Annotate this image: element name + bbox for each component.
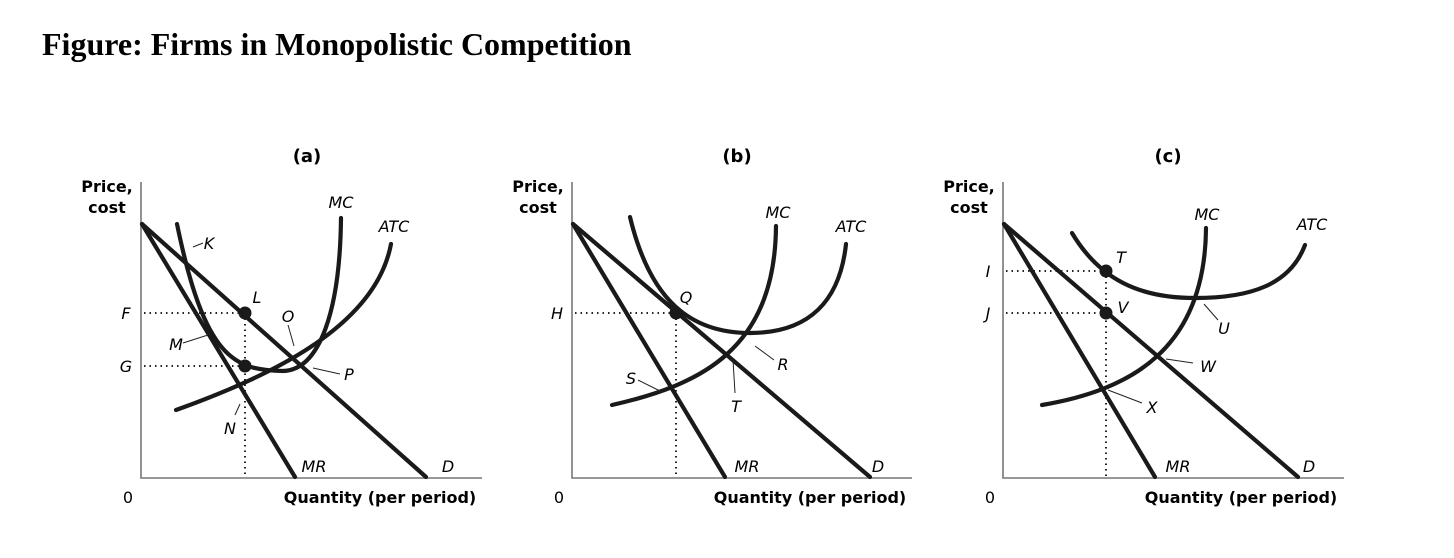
panel-a-axes [140,182,482,479]
panel-a-point-label-n: N [224,419,236,438]
panel-b-x-axis: Quantity (per period) [714,488,906,507]
panel-a-demand-curve [139,221,429,480]
panel-c-origin: 0 [985,488,995,507]
panel-a-leader-o [287,324,295,347]
panel-b-y-axis-line2: cost [519,198,557,217]
figure-title: Figure: Firms in Monopolistic Competitio… [42,26,632,62]
panel-c-demand-curve [1001,221,1301,480]
panel-c-price-j: J [983,304,991,323]
panel-b-axes [571,182,912,479]
panel-b-mr-label: MR [735,457,760,476]
panel-b-mr-curve [570,221,728,480]
panel-c-point-v [1099,306,1113,320]
panel-c-mc-label: MC [1195,205,1221,224]
panel-a-d-label: D [442,457,454,476]
panel-b-mc-label: MC [766,203,792,222]
panel-c-y-axis-line1: Price, [943,177,995,196]
panel-c-leader-x [1107,389,1143,404]
panel-b-point-q [669,306,683,320]
panel-c-mc-curve [1039,225,1209,408]
panel-b-origin: 0 [554,488,564,507]
panel-b: (b) Price, cost 0 Quantity (per period) … [512,146,912,507]
panel-a-atc-curve [173,241,394,413]
panel-c-point-label-v: V [1118,298,1130,317]
panel-b-point-label-t: T [731,397,742,416]
panel-c-point-label-t: T [1116,248,1127,267]
panel-a-point-label-k: K [204,234,216,253]
panel-a-origin: 0 [123,488,133,507]
panel-c-point-label-x: X [1146,398,1159,417]
panel-b-y-axis-line1: Price, [512,177,564,196]
panel-a-point-label-p: P [344,365,354,384]
panel-a-mc-curve [174,215,344,374]
panel-a: (a) Price, cost 0 Quantity (per period) … [81,146,482,507]
panel-a-mr-curve [139,221,298,480]
panel-b-atc-label: ATC [835,217,868,236]
panel-c-mr-label: MR [1166,457,1191,476]
panel-a-mr-label: MR [302,457,327,476]
panel-a-y-axis-line1: Price, [81,177,133,196]
panel-a-atc-label: ATC [378,217,411,236]
panel-c-point-t [1099,264,1113,278]
panel-a-y-axis-line2: cost [88,198,126,217]
panel-c-point-label-u: U [1218,319,1230,338]
panel-b-leader-r [754,345,775,361]
panel-b-atc-curve [627,214,849,336]
panel-b-point-label-q: Q [680,288,693,307]
panel-c: (c) Price, cost 0 Quantity (per period) … [943,146,1344,507]
panel-a-point-label-m: M [169,335,183,354]
panel-b-demand-curve [570,221,873,480]
panel-c-d-label: D [1303,457,1315,476]
panel-b-d-label: D [872,457,884,476]
panel-a-leader-p [312,367,341,375]
panel-c-price-i: I [986,262,991,281]
panel-a-point-label-l: L [253,288,262,307]
panel-a-point-l [238,306,252,320]
panel-a-point-m [238,359,252,373]
panel-a-leader-m [182,334,209,344]
panel-a-leader-k [192,242,204,248]
panel-b-point-label-s: S [626,369,636,388]
panel-a-x-axis: Quantity (per period) [284,488,476,507]
panel-c-mr-curve [1001,221,1158,480]
panel-c-y-axis-line2: cost [950,198,988,217]
panel-a-price-g: G [120,357,132,376]
panel-c-point-label-w: W [1200,357,1217,376]
panel-b-leader-s [637,379,663,393]
panel-b-leader-t [732,359,736,394]
panel-c-x-axis: Quantity (per period) [1145,488,1337,507]
panel-b-point-label-r: R [777,355,788,374]
panel-a-leader-n [234,403,241,416]
panel-c-atc-label: ATC [1296,215,1329,234]
panel-c-label: (c) [1154,146,1181,167]
panel-a-price-f: F [121,304,131,323]
panel-a-label: (a) [293,146,322,167]
panel-c-leader-u [1203,303,1219,321]
panel-b-label: (b) [722,146,751,167]
panel-c-axes [1002,182,1344,479]
panel-b-price-h: H [551,304,563,323]
panel-c-leader-w [1165,358,1194,364]
panel-a-mc-label: MC [329,193,355,212]
panel-b-mc-curve [609,223,779,408]
panel-a-point-label-o: O [282,307,295,326]
